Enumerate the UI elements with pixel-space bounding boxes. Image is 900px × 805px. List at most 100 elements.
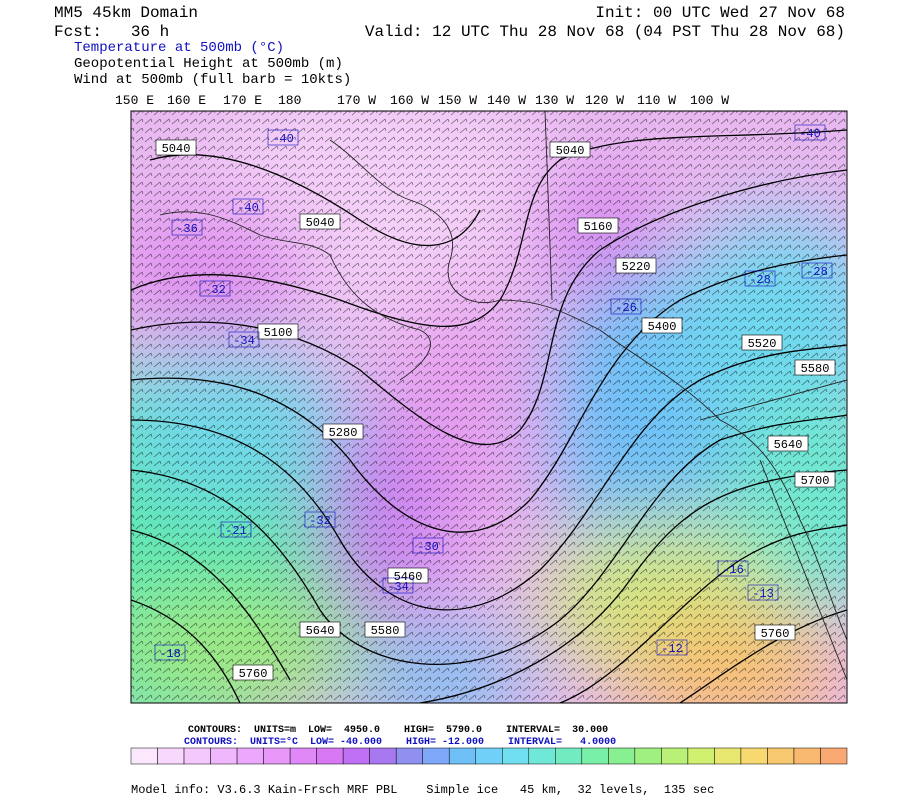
valid-time: Valid: 12 UTC Thu 28 Nov 68 (04 PST Thu … <box>365 23 845 41</box>
height-label: 5640 <box>774 438 803 452</box>
height-label-box <box>257 323 299 340</box>
color-swatch <box>714 747 742 765</box>
temperature-label-box <box>220 521 252 538</box>
temperature-label-box <box>610 298 642 315</box>
temperature-label-box <box>744 270 776 287</box>
domain-title: MM5 45km Domain <box>54 4 198 22</box>
temperature-label: -26 <box>615 301 637 315</box>
temperature-label: -40 <box>272 132 294 146</box>
height-label: 5280 <box>329 426 358 440</box>
color-swatch <box>608 747 636 765</box>
longitude-label: 120 W <box>585 93 624 108</box>
longitude-label: 110 W <box>637 93 676 108</box>
height-label: 5100 <box>264 326 293 340</box>
color-swatch <box>740 747 768 765</box>
color-swatch <box>395 747 423 765</box>
forecast-hour: Fcst: 36 h <box>54 23 169 41</box>
map: 5040 5040 5040 5100 5160 5220 5280 5400 5460 5520… <box>131 111 847 703</box>
color-swatch <box>793 747 821 765</box>
temperature-label-box <box>267 129 299 146</box>
height-label-box <box>767 435 809 452</box>
height-label: 5220 <box>622 260 651 274</box>
color-swatch <box>289 747 317 765</box>
height-label: 5520 <box>748 337 777 351</box>
height-label-box <box>794 359 836 376</box>
color-swatch <box>448 747 476 765</box>
temperature-label-box <box>717 560 749 577</box>
color-swatch <box>316 747 344 765</box>
color-swatch <box>475 747 503 765</box>
temperature-label-box <box>656 639 688 656</box>
model-info: Model info: V3.6.3 Kain-Frsch MRF PBL Si… <box>131 783 714 797</box>
height-label: 5700 <box>801 474 830 488</box>
temperature-label-box <box>794 124 826 141</box>
color-bar <box>130 747 848 765</box>
color-swatch <box>687 747 715 765</box>
height-label: 5040 <box>306 216 335 230</box>
temperature-label: -32 <box>204 283 226 297</box>
longitude-label: 180 <box>278 93 301 108</box>
temperature-label-box <box>228 331 260 348</box>
color-swatch <box>555 747 583 765</box>
height-label: 5460 <box>394 570 423 584</box>
color-swatch <box>130 747 158 765</box>
color-swatch <box>502 747 530 765</box>
temperature-label: -13 <box>752 587 774 601</box>
color-swatch <box>236 747 264 765</box>
height-label-box <box>641 317 683 334</box>
color-swatch <box>634 747 662 765</box>
temperature-label: -40 <box>799 127 821 141</box>
color-swatch <box>422 747 450 765</box>
temperature-label-box <box>747 584 779 601</box>
color-swatch <box>342 747 370 765</box>
height-label: 5580 <box>801 362 830 376</box>
temperature-label: -34 <box>233 334 255 348</box>
height-label-box <box>322 423 364 440</box>
height-label: 5760 <box>239 667 268 681</box>
map-frame <box>130 110 848 704</box>
color-swatch <box>157 747 185 765</box>
init-time: Init: 00 UTC Wed 27 Nov 68 <box>595 4 845 22</box>
temperature-label: -12 <box>661 642 683 656</box>
longitude-label: 150 E <box>115 93 154 108</box>
temperature-label: -34 <box>387 580 409 594</box>
height-label-box <box>549 141 591 158</box>
height-legend: CONTOURS: UNITS=m LOW= 4950.0 HIGH= 5790… <box>188 725 608 736</box>
color-swatch <box>661 747 689 765</box>
color-swatch <box>581 747 609 765</box>
field-height: Geopotential Height at 500mb (m) <box>74 56 343 72</box>
field-temperature: Temperature at 500mb (°C) <box>74 40 284 56</box>
longitude-label: 150 W <box>438 93 477 108</box>
color-swatch <box>183 747 211 765</box>
longitude-label: 170 E <box>223 93 262 108</box>
height-label: 5760 <box>761 627 790 641</box>
color-swatch <box>369 747 397 765</box>
temperature-label-box <box>199 280 231 297</box>
height-label-box <box>754 624 796 641</box>
height-label: 5580 <box>371 624 400 638</box>
temperature-label: -28 <box>749 273 771 287</box>
height-label: 5400 <box>648 320 677 334</box>
height-label: 5040 <box>556 144 585 158</box>
temperature-label: -16 <box>722 563 744 577</box>
temperature-label: -21 <box>225 524 247 538</box>
height-label-box <box>387 567 429 584</box>
height-label-box <box>155 139 197 156</box>
color-swatch <box>210 747 238 765</box>
temperature-label-box <box>412 537 444 554</box>
height-label-box <box>232 664 274 681</box>
temperature-label: -36 <box>176 222 198 236</box>
height-label-box <box>615 257 657 274</box>
field-wind: Wind at 500mb (full barb = 10kts) <box>74 72 351 88</box>
longitude-label: 100 W <box>690 93 729 108</box>
height-label-box <box>364 621 406 638</box>
height-label: 5040 <box>162 142 191 156</box>
longitude-label: 140 W <box>487 93 526 108</box>
temperature-label-box <box>154 644 186 661</box>
temperature-label-box <box>171 219 203 236</box>
height-label-box <box>299 213 341 230</box>
temperature-label: -18 <box>159 647 181 661</box>
longitude-label: 170 W <box>337 93 376 108</box>
height-label-box <box>741 334 783 351</box>
